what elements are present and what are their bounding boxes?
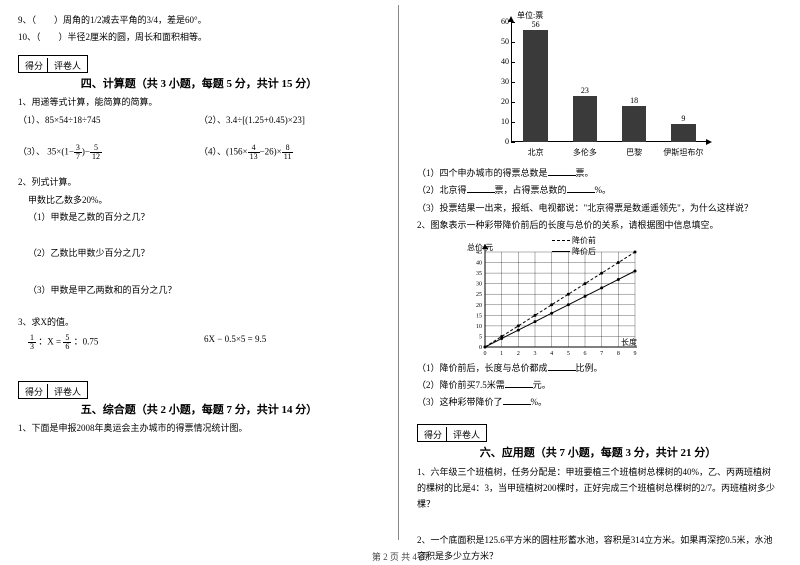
lq2: （2）降价前买7.5米需元。 <box>417 378 779 392</box>
svg-text:5: 5 <box>567 351 570 357</box>
s2: 2、图象表示一种彩带降价前后的长度与总价的关系，请根据图中信息填空。 <box>417 218 779 232</box>
s4-q2-1: （1）甲数是乙数的百分之几？ <box>28 210 380 224</box>
svg-text:25: 25 <box>476 292 482 298</box>
svg-text:40: 40 <box>476 260 482 266</box>
s4-q1-3: （3）、 35×(1−37)−512 <box>18 144 199 161</box>
bar-2 <box>622 106 647 142</box>
score-box-left: 得分 评卷人 <box>18 55 88 73</box>
lq1: （1）降价前后，长度与总价都成比例。 <box>417 361 779 375</box>
svg-text:10: 10 <box>476 323 482 329</box>
bq2: （2）北京得票，占得票总数的%。 <box>417 183 779 197</box>
svg-text:20: 20 <box>476 302 482 308</box>
s4-q2-2: （2）乙数比甲数少百分之几？ <box>28 246 380 260</box>
left-column: 9、（ ）周角的1/2减去平角的3/4，差是60°。 10、（ ）半径2厘米的圆… <box>0 0 398 545</box>
s4-q1-2: （2）、3.4÷[(1.25+0.45)×23] <box>199 113 380 126</box>
svg-text:9: 9 <box>634 351 637 357</box>
bar-3 <box>671 124 696 142</box>
q9: 9、（ ）周角的1/2减去平角的3/4，差是60°。 <box>18 13 380 27</box>
svg-text:0: 0 <box>479 345 482 351</box>
sec6-title: 六、应用题（共 7 小题，每题 3 分，共计 21 分） <box>417 444 779 460</box>
line-chart: 0123456789051015202530354045总价/元长度/米 降价前… <box>457 237 637 357</box>
score-box-left2: 得分 评卷人 <box>18 381 88 399</box>
right-column: 单位:票 010203040506056北京23多伦多18巴黎9伊斯坦布尔 （1… <box>399 0 797 545</box>
s5-q1: 1、下面是申报2008年奥运会主办城市的得票情况统计图。 <box>18 421 380 435</box>
legend: 降价前 降价后 <box>552 235 596 257</box>
s4-q2-intro: 甲数比乙数多20%。 <box>28 193 380 207</box>
svg-text:1: 1 <box>500 351 503 357</box>
bar-chart: 单位:票 010203040506056北京23多伦多18巴黎9伊斯坦布尔 <box>483 10 713 160</box>
svg-text:35: 35 <box>476 271 482 277</box>
s4-q1-4: （4）、(156×413−26)×811 <box>199 144 380 161</box>
s4-q2: 2、列式计算。 <box>18 175 380 189</box>
svg-text:5: 5 <box>479 334 482 340</box>
svg-text:8: 8 <box>617 351 620 357</box>
svg-text:2: 2 <box>517 351 520 357</box>
score-box-right: 得分 评卷人 <box>417 424 487 442</box>
bar-1 <box>573 96 598 142</box>
svg-text:总价/元: 总价/元 <box>467 242 493 252</box>
svg-text:7: 7 <box>600 351 603 357</box>
s4-q3-eq1: 13 ：X = 56 ：0.75 <box>18 334 204 351</box>
svg-text:0: 0 <box>484 351 487 357</box>
sec5-title: 五、综合题（共 2 小题，每题 7 分，共计 14 分） <box>18 401 380 417</box>
s4-q3-eq2: 6X − 0.5×5 = 9.5 <box>204 334 380 351</box>
s6-q1: 1、六年级三个班植树，任务分配是：甲班要植三个班植树总棵树的40%，乙、丙两班植… <box>417 464 779 513</box>
sec4-title: 四、计算题（共 3 小题，每题 5 分，共计 15 分） <box>18 75 380 91</box>
svg-text:15: 15 <box>476 313 482 319</box>
lq3: （3）这种彩带降价了%。 <box>417 395 779 409</box>
svg-text:4: 4 <box>550 351 553 357</box>
score-cell: 得分 <box>21 58 48 73</box>
bq3: （3）投票结果一出来，报纸、电视都说："北京得票是数遥遥领先"，为什么这样说？ <box>417 201 779 215</box>
svg-text:长度/米: 长度/米 <box>621 337 637 347</box>
svg-text:6: 6 <box>584 351 587 357</box>
s4-q1-1: （1）、85×54÷18÷745 <box>18 113 199 126</box>
grader-cell: 评卷人 <box>50 58 85 73</box>
svg-text:30: 30 <box>476 281 482 287</box>
page-footer: 第 2 页 共 4 页 <box>0 550 800 563</box>
svg-text:3: 3 <box>534 351 537 357</box>
s4-q2-3: （3）甲数是甲乙两数和的百分之几？ <box>28 283 380 297</box>
s4-q1: 1、用递等式计算，能简算的简算。 <box>18 95 380 109</box>
bq1: （1）四个申办城市的得票总数是票。 <box>417 166 779 180</box>
bar-0 <box>523 30 548 142</box>
q10: 10、（ ）半径2厘米的圆，周长和面积相等。 <box>18 30 380 44</box>
s4-q3: 3、求X的值。 <box>18 315 380 329</box>
